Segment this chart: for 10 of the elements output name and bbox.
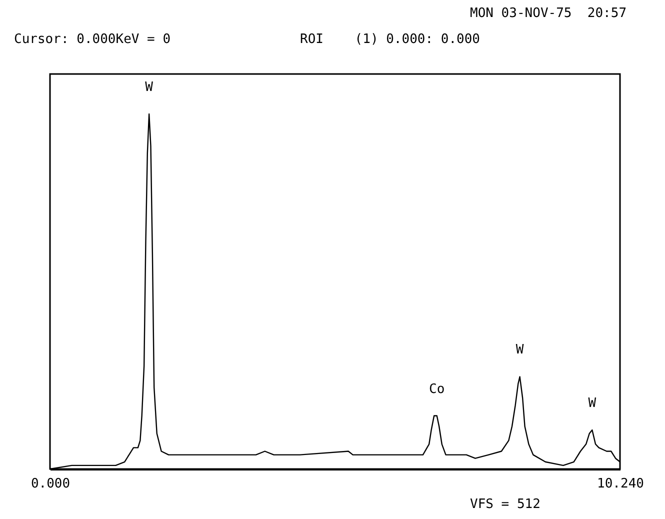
annotation: Co bbox=[429, 382, 445, 397]
text: VFS = 512 bbox=[470, 497, 540, 512]
text: Cursor: 0.000KeV = 0 bbox=[14, 32, 171, 47]
x-tick-label: 10.240 bbox=[597, 476, 644, 492]
annotation: W bbox=[588, 396, 596, 411]
text: ROI (1) 0.000: 0.000 bbox=[300, 32, 480, 47]
text: MON 03-NOV-75 20:57 bbox=[470, 6, 627, 21]
annotation: W bbox=[516, 342, 524, 358]
x-tick-label: 0.000 bbox=[30, 476, 70, 492]
annotation: W bbox=[145, 80, 154, 95]
